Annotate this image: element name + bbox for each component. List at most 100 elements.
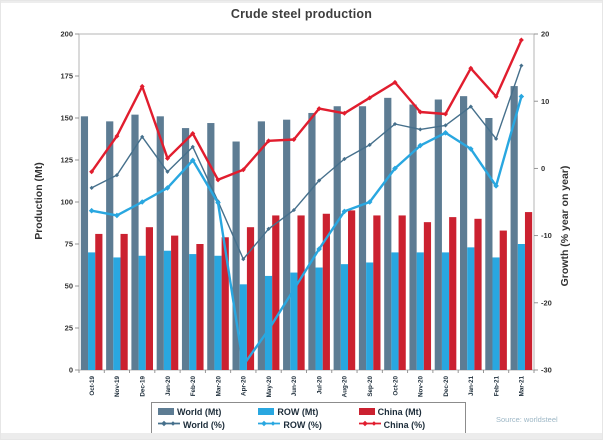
legend-item-row: ROW (%) (258, 418, 358, 431)
bar (340, 264, 349, 370)
frame-top-edge (1, 1, 602, 3)
bar (366, 262, 374, 370)
bar (163, 250, 172, 370)
marker-diamond (189, 157, 196, 164)
marker-diamond (266, 226, 271, 231)
bar (391, 252, 399, 370)
marker-diamond (367, 95, 373, 101)
marker-diamond (240, 167, 246, 173)
legend-label: China (Mt) (377, 406, 422, 417)
marker-diamond (417, 142, 424, 149)
marker-diamond (468, 104, 473, 109)
x-label: Mar-21 (519, 376, 526, 397)
bar (416, 252, 424, 370)
marker-diamond (341, 110, 347, 116)
marker-diamond (165, 169, 170, 174)
legend-label: ROW (Mt) (277, 406, 319, 417)
bar (113, 257, 121, 370)
legend: World (Mt) ROW (Mt) China (Mt) World (%) R… (151, 402, 466, 434)
y-left-tick-label: 75 (65, 240, 73, 249)
line-china (89, 37, 524, 183)
bars-row-mt (88, 244, 525, 370)
y-right-tick-label: -10 (541, 231, 552, 240)
marker-diamond (367, 142, 372, 147)
marker-diamond (392, 165, 398, 172)
line-row (88, 93, 525, 369)
y-axis-right: -30 -20 -10 0 10 20 (534, 30, 552, 375)
bar (517, 244, 525, 370)
marker-diamond (215, 177, 221, 183)
y-left-tick-label: 175 (60, 72, 73, 81)
marker-diamond (316, 246, 322, 252)
marker-diamond (88, 207, 95, 214)
bar (510, 86, 518, 370)
bar (384, 97, 392, 370)
bar (348, 210, 356, 370)
legend-line-swatch (358, 419, 381, 430)
bar (88, 252, 96, 370)
x-label: Jun-20 (291, 376, 298, 397)
x-label: Aug-20 (342, 376, 349, 398)
bar (308, 112, 316, 371)
bar (333, 106, 341, 371)
marker-diamond (190, 144, 195, 149)
marker-diamond (291, 207, 296, 213)
legend-label: ROW (%) (283, 419, 322, 430)
bar (131, 114, 139, 370)
marker-diamond (443, 123, 448, 128)
x-label: May-20 (266, 376, 273, 398)
marker-diamond (342, 156, 347, 162)
x-label: Nov-19 (114, 376, 121, 397)
marker-diamond (518, 37, 524, 43)
marker-diamond (392, 79, 398, 85)
marker-diamond (114, 173, 120, 178)
y-axis-left: 0 25 50 75 100 125 150 175 200 (60, 30, 79, 375)
marker-diamond (164, 155, 170, 161)
marker-diamond (417, 109, 423, 115)
marker-diamond (468, 65, 474, 71)
bar (145, 227, 153, 370)
y-right-tick-label: 20 (541, 30, 549, 39)
source-note: Source: worldsteel (496, 415, 558, 424)
y-right-tick-label: 10 (541, 97, 549, 106)
marker-diamond (493, 93, 499, 99)
marker-diamond (366, 199, 373, 205)
marker-diamond (392, 121, 398, 127)
x-label: Feb-20 (190, 376, 197, 397)
bar (409, 104, 417, 370)
x-label: Mar-20 (215, 376, 222, 397)
bar (297, 215, 305, 370)
marker-diamond (190, 130, 196, 136)
bar (524, 212, 533, 370)
bars-china-mt (95, 210, 533, 370)
marker-diamond (291, 137, 297, 143)
y-right-tick-label: -20 (541, 298, 552, 307)
frame-bottom-edge (1, 433, 602, 439)
marker-diamond (114, 212, 120, 219)
marker-diamond (164, 185, 171, 191)
marker-diamond (317, 178, 322, 183)
line-path (90, 39, 523, 182)
x-label: Sep-20 (367, 376, 374, 397)
bar (95, 233, 103, 370)
bar (138, 255, 146, 370)
bar (106, 121, 114, 370)
legend-item-china-mt: China (Mt) (358, 405, 459, 418)
bar (322, 213, 330, 370)
line-path (91, 96, 523, 367)
legend-label: World (Mt) (177, 406, 222, 417)
bar (272, 215, 280, 370)
bar (441, 252, 450, 370)
bar (423, 222, 432, 370)
legend-item-china: China (%) (358, 418, 459, 431)
bar (196, 244, 204, 370)
chart-title: Crude steel production (230, 7, 373, 21)
marker-diamond (89, 185, 94, 190)
bar (283, 119, 291, 371)
bar (221, 237, 229, 370)
marker-diamond (418, 127, 423, 132)
marker-diamond (240, 362, 247, 369)
bar (171, 235, 179, 370)
